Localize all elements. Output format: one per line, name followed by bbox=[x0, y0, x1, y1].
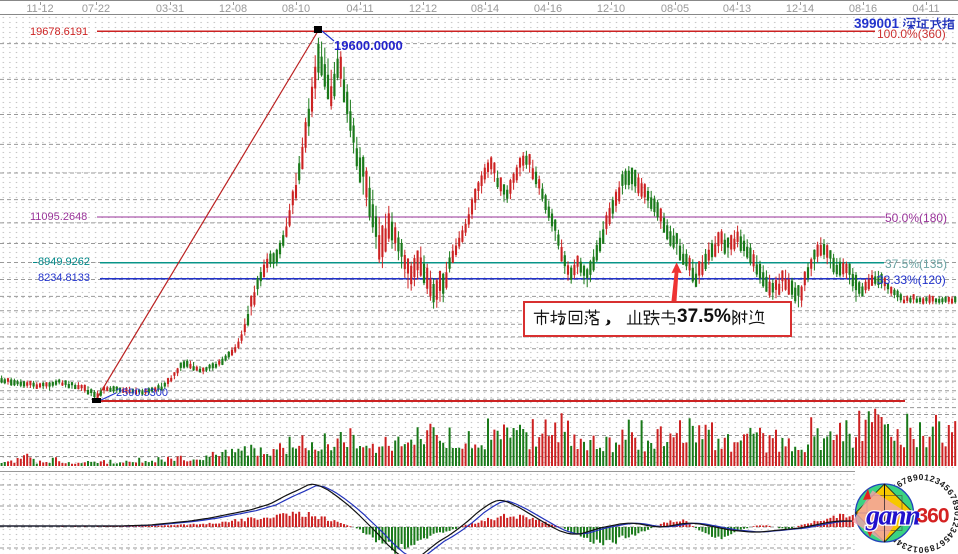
svg-text:0: 0 bbox=[919, 472, 924, 482]
svg-text:0: 0 bbox=[953, 511, 958, 516]
svg-text:4: 4 bbox=[945, 530, 956, 540]
svg-text:5: 5 bbox=[942, 482, 953, 493]
svg-text:1: 1 bbox=[912, 544, 919, 554]
svg-text:3: 3 bbox=[933, 475, 942, 486]
svg-text:0: 0 bbox=[918, 545, 923, 554]
svg-text:6: 6 bbox=[945, 487, 956, 497]
svg-text:gann: gann bbox=[865, 501, 920, 532]
svg-text:8: 8 bbox=[928, 543, 936, 554]
svg-text:3: 3 bbox=[900, 540, 909, 551]
svg-text:2: 2 bbox=[906, 543, 914, 554]
svg-text:1: 1 bbox=[924, 472, 931, 483]
svg-text:7: 7 bbox=[900, 475, 909, 486]
svg-text:4: 4 bbox=[894, 537, 904, 548]
svg-text:8: 8 bbox=[950, 498, 958, 506]
svg-text:360: 360 bbox=[917, 505, 949, 528]
svg-text:2: 2 bbox=[950, 521, 958, 529]
svg-text:7: 7 bbox=[933, 540, 942, 551]
svg-text:9: 9 bbox=[912, 472, 919, 483]
svg-text:9: 9 bbox=[923, 544, 930, 554]
svg-text:7: 7 bbox=[948, 493, 958, 502]
svg-text:4: 4 bbox=[938, 479, 948, 490]
svg-text:6: 6 bbox=[937, 538, 947, 549]
svg-text:5: 5 bbox=[941, 534, 952, 545]
svg-text:1: 1 bbox=[952, 516, 958, 523]
svg-text:2: 2 bbox=[929, 473, 937, 484]
svg-text:3: 3 bbox=[948, 526, 958, 535]
svg-text:6: 6 bbox=[895, 478, 905, 489]
svg-text:8: 8 bbox=[906, 473, 914, 484]
svg-text:9: 9 bbox=[952, 505, 958, 512]
